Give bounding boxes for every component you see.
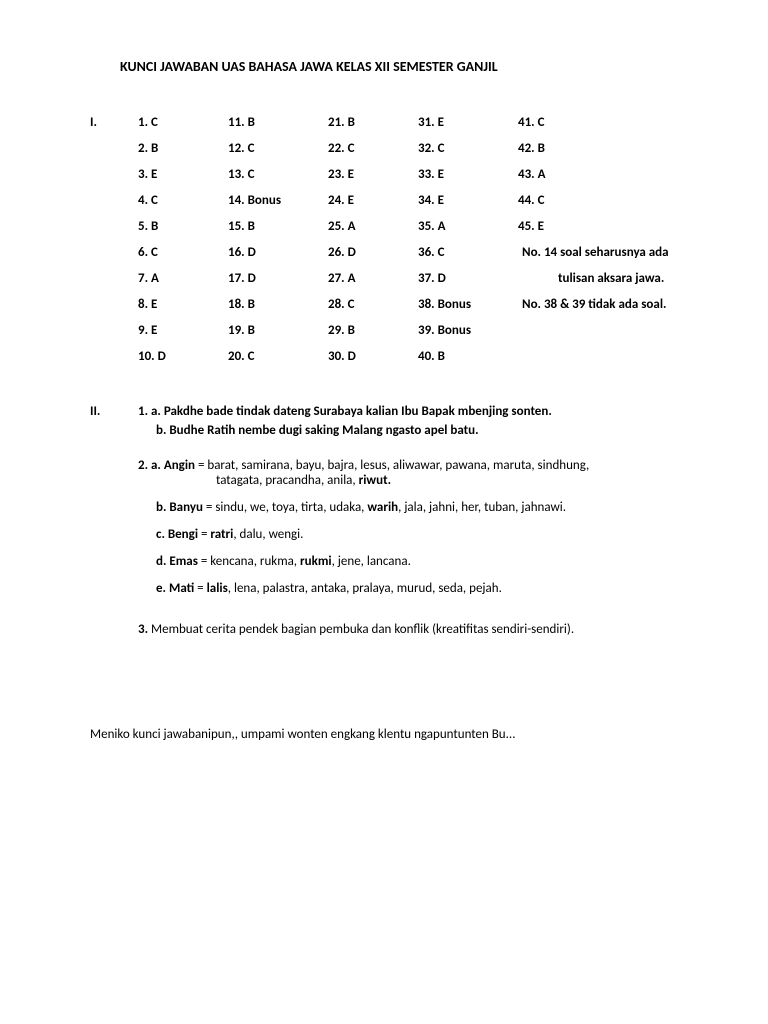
q2-item-a: 2. a. Angin = barat, samirana, bayu, baj… — [138, 458, 696, 488]
answer-cell: 40. B — [418, 349, 518, 364]
answer-cell: 10. D — [138, 349, 228, 364]
answer-cell: 38. Bonus — [418, 297, 518, 312]
answer-cell: 20. C — [228, 349, 328, 364]
answer-cell: 19. B — [228, 323, 328, 338]
answer-cell: 9. E — [138, 323, 228, 338]
answer-cell: 39. Bonus — [418, 323, 518, 338]
answer-cell: 27. A — [328, 271, 418, 286]
answer-cell: 32. C — [418, 141, 518, 156]
roman-2: II. — [90, 404, 138, 637]
answer-cell: 23. E — [328, 167, 418, 182]
question-2: 2. a. Angin = barat, samirana, bayu, baj… — [138, 458, 696, 608]
answer-cell: 11. B — [228, 115, 328, 130]
answer-cell: 1. C — [138, 115, 228, 130]
q2-item-e: e. Mati = lalis, lena, palastra, antaka,… — [138, 581, 696, 596]
page-title: KUNCI JAWABAN UAS BAHASA JAWA KELAS XII … — [120, 58, 696, 75]
answer-col-5: 41. C 42. B 43. A 44. C 45. E — [518, 115, 578, 234]
answer-col-3: 21. B 22. C 23. E 24. E 25. A 26. D 27. … — [328, 115, 418, 364]
answer-cell: 44. C — [518, 193, 578, 208]
roman-1: I. — [90, 115, 138, 364]
answer-cell: 35. A — [418, 219, 518, 234]
section-2-body: 1. a. Pakdhe bade tindak dateng Surabaya… — [138, 404, 696, 637]
answer-cell: 5. B — [138, 219, 228, 234]
answer-cell: 45. E — [518, 219, 578, 234]
q2-item-b: b. Banyu = sindu, we, toya, tirta, udaka… — [138, 500, 696, 515]
note-line: tulisan aksara jawa. — [522, 271, 669, 286]
answer-cell: 33. E — [418, 167, 518, 182]
answer-cell: 24. E — [328, 193, 418, 208]
document-page: KUNCI JAWABAN UAS BAHASA JAWA KELAS XII … — [0, 0, 768, 802]
footer-note: Meniko kunci jawabanipun,, umpami wonten… — [90, 727, 696, 742]
answer-cell: 31. E — [418, 115, 518, 130]
answer-cell: 4. C — [138, 193, 228, 208]
answer-cell: 8. E — [138, 297, 228, 312]
answer-col-1: 1. C 2. B 3. E 4. C 5. B 6. C 7. A 8. E … — [138, 115, 228, 364]
answer-cell: 43. A — [518, 167, 578, 182]
answer-cell: 29. B — [328, 323, 418, 338]
answer-cell: 41. C — [518, 115, 578, 130]
answer-cell: 30. D — [328, 349, 418, 364]
answer-cell: 28. C — [328, 297, 418, 312]
question-3: 3. Membuat cerita pendek bagian pembuka … — [138, 622, 696, 637]
answer-cell: 16. D — [228, 245, 328, 260]
answer-cell: 12. C — [228, 141, 328, 156]
answer-cell: 18. B — [228, 297, 328, 312]
answer-cell: 15. B — [228, 219, 328, 234]
q1-line-a: 1. a. Pakdhe bade tindak dateng Surabaya… — [138, 404, 696, 419]
answer-key-table: 1. C 2. B 3. E 4. C 5. B 6. C 7. A 8. E … — [138, 115, 696, 364]
answer-cell: 26. D — [328, 245, 418, 260]
q1-line-b: b. Budhe Ratih nembe dugi saking Malang … — [138, 423, 696, 438]
answer-col-2: 11. B 12. C 13. C 14. Bonus 15. B 16. D … — [228, 115, 328, 364]
note-line: No. 14 soal seharusnya ada — [522, 245, 669, 260]
answer-cell: 22. C — [328, 141, 418, 156]
answer-cell: 17. D — [228, 271, 328, 286]
answer-cell: 6. C — [138, 245, 228, 260]
answer-cell: 34. E — [418, 193, 518, 208]
answer-cell: 7. A — [138, 271, 228, 286]
answer-cell: 36. C — [418, 245, 518, 260]
answer-cell: 2. B — [138, 141, 228, 156]
q2-item-c: c. Bengi = ratri, dalu, wengi. — [138, 527, 696, 542]
section-1: I. 1. C 2. B 3. E 4. C 5. B 6. C 7. A 8.… — [90, 115, 696, 364]
answer-cell: 14. Bonus — [228, 193, 328, 208]
notes-column: No. 14 soal seharusnya ada tulisan aksar… — [522, 245, 669, 312]
answer-cell: 25. A — [328, 219, 418, 234]
answer-cell: 13. C — [228, 167, 328, 182]
answer-cell: 37. D — [418, 271, 518, 286]
answer-cell: 21. B — [328, 115, 418, 130]
note-line: No. 38 & 39 tidak ada soal. — [522, 297, 669, 312]
question-1: 1. a. Pakdhe bade tindak dateng Surabaya… — [138, 404, 696, 438]
section-2: II. 1. a. Pakdhe bade tindak dateng Sura… — [90, 404, 696, 637]
answer-cell: 3. E — [138, 167, 228, 182]
q2-item-d: d. Emas = kencana, rukma, rukmi, jene, l… — [138, 554, 696, 569]
answer-col-4: 31. E 32. C 33. E 34. E 35. A 36. C 37. … — [418, 115, 518, 364]
answer-cell: 42. B — [518, 141, 578, 156]
